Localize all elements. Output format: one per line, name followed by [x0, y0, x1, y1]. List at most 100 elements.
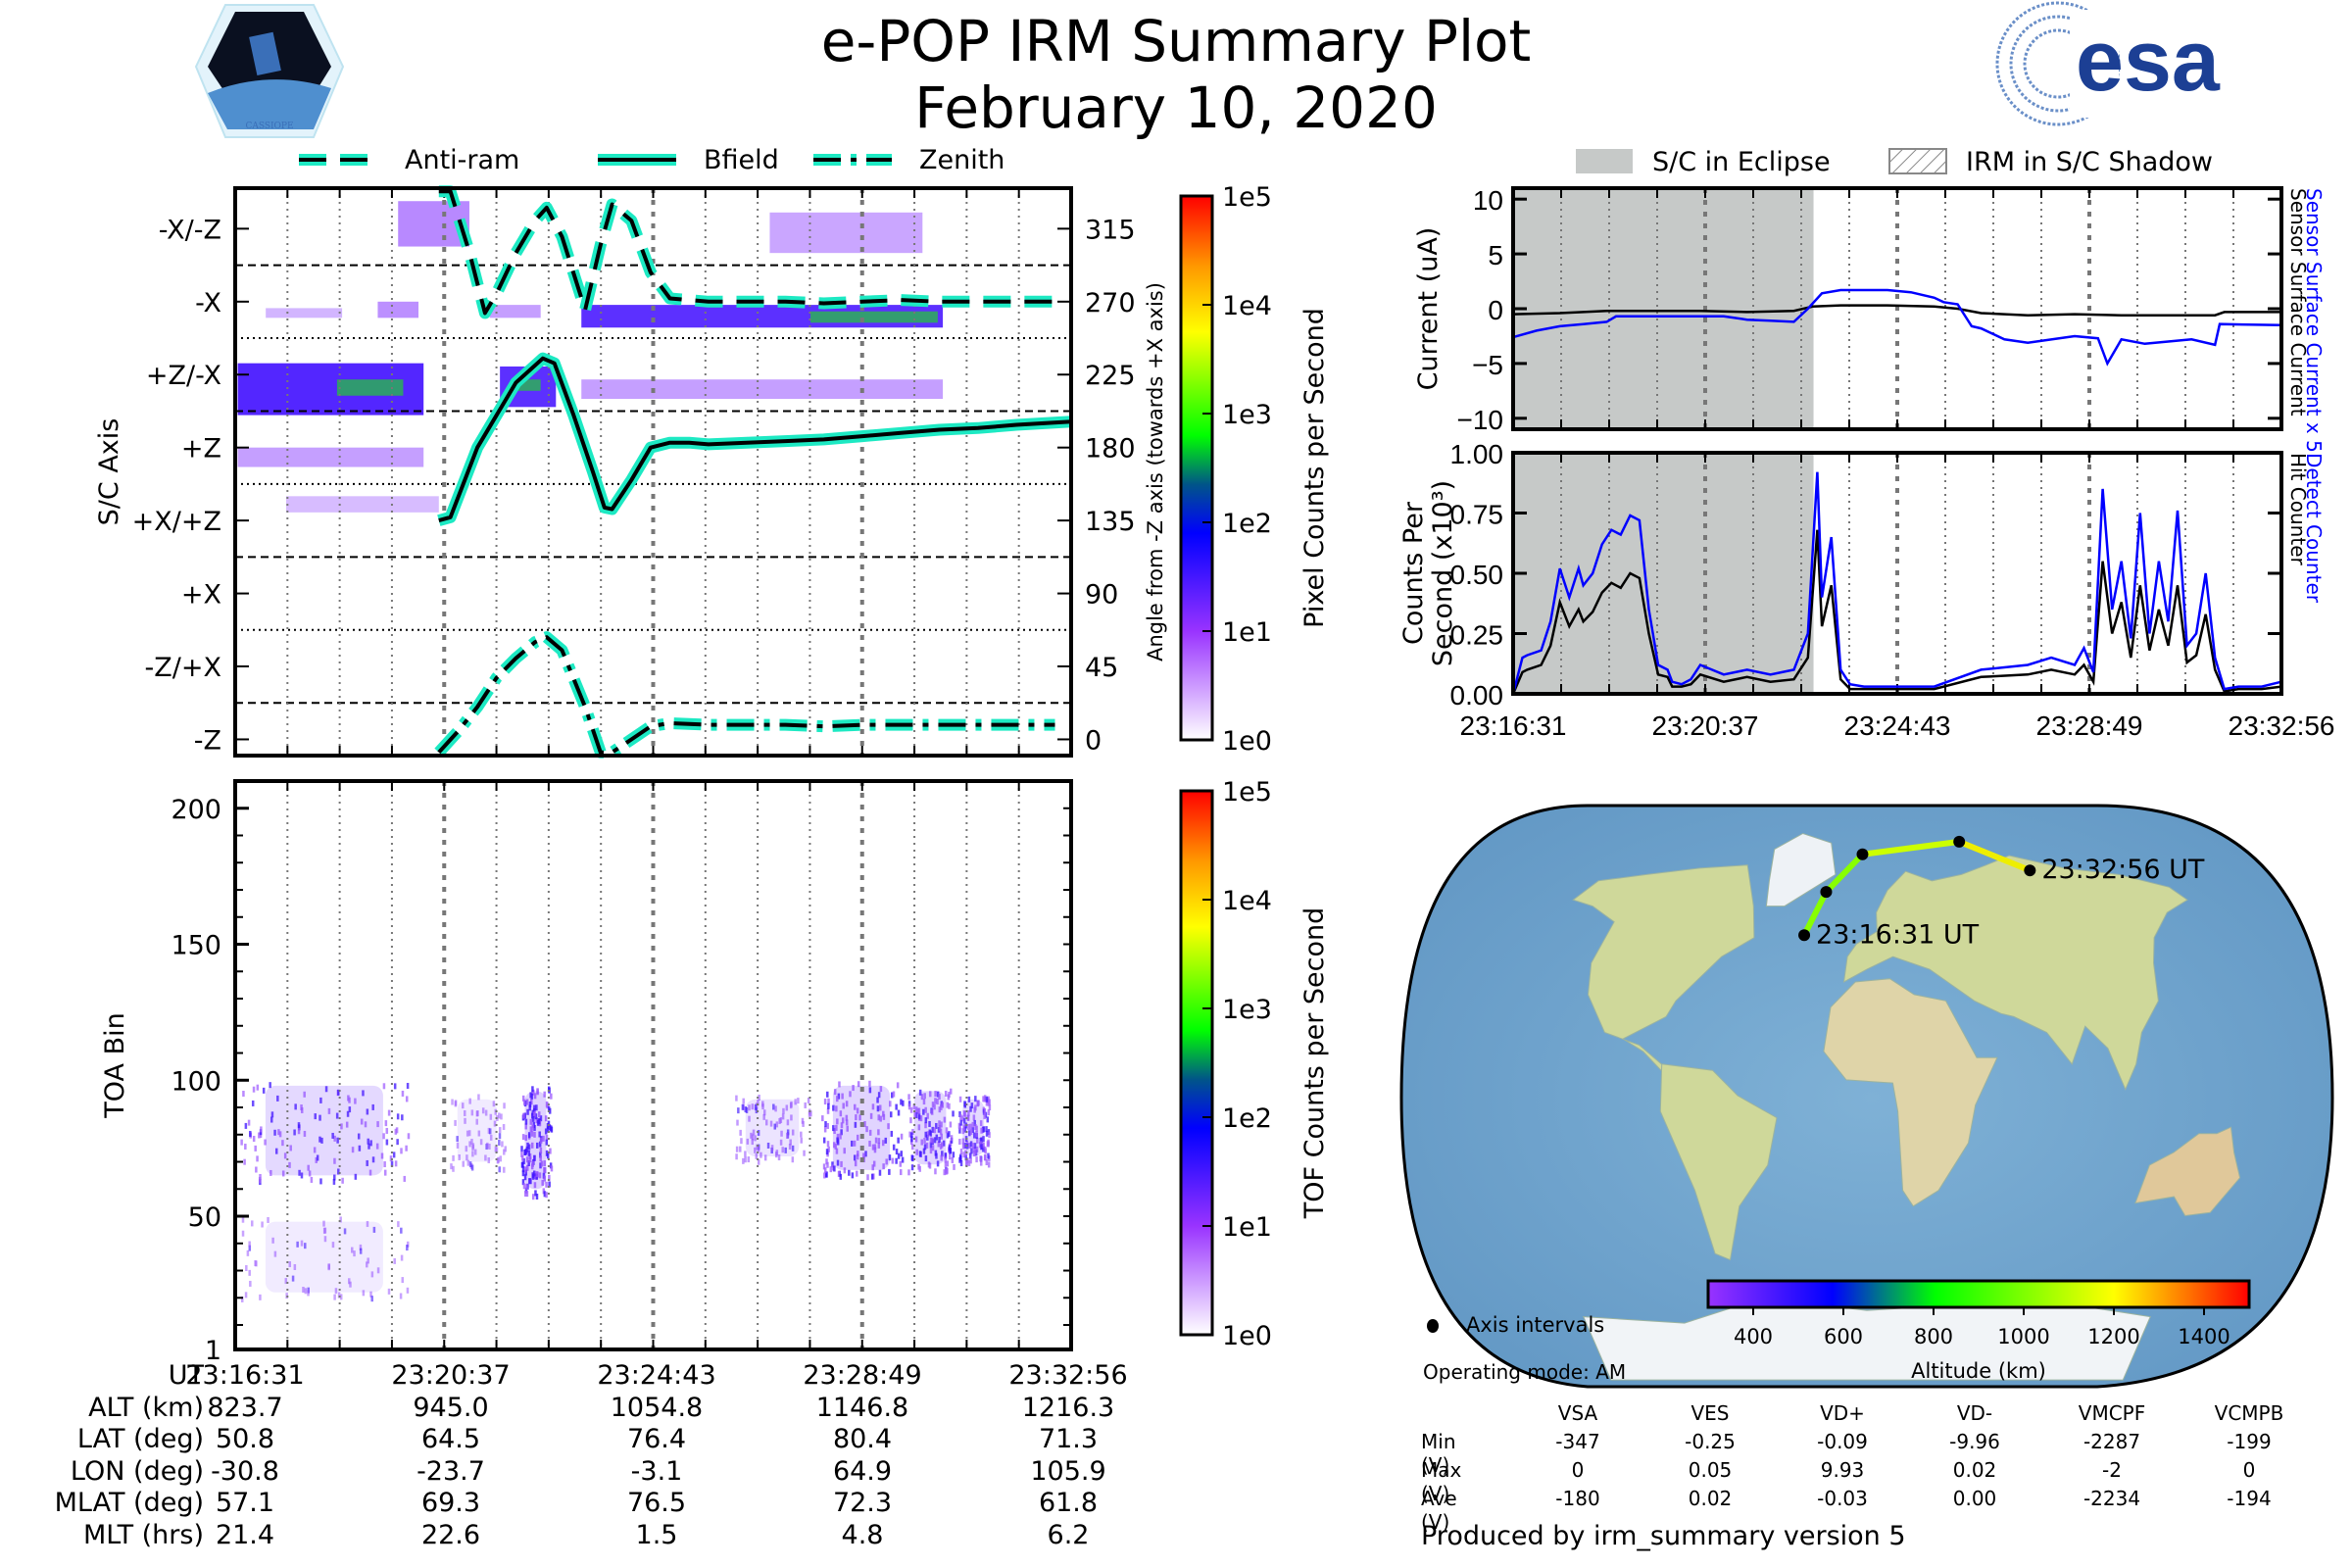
toa-pixel [893, 1145, 896, 1151]
heatmap-cell [377, 302, 418, 318]
toa-pixel [953, 1164, 956, 1170]
toa-pixel [824, 1099, 827, 1104]
toa-pixel [833, 1165, 836, 1171]
colorbar-gradient [1181, 196, 1212, 740]
toa-pixel [454, 1120, 457, 1126]
toa-density [914, 1091, 947, 1164]
toa-pixel [953, 1152, 956, 1157]
toa-pixel [902, 1157, 905, 1163]
toa-pixel [898, 1110, 901, 1116]
toa-pixel [900, 1169, 903, 1175]
toa-pixel [946, 1168, 949, 1174]
colorbar-tick-label: 1e3 [1222, 995, 1272, 1025]
toa-pixel [803, 1151, 806, 1156]
toa-pixel [400, 1294, 403, 1299]
colorbar-tick-label: 1e5 [1222, 777, 1272, 808]
toa-pixel [551, 1165, 554, 1171]
sc-axis-plot: -X/-Z 315-X 270+Z/-X 225+Z 180+X/+Z 135+X 90-Z… [94, 188, 1167, 756]
ephemeris-column: 23:32:56 1216.3 71.3 105.9 61.8 6.2 [970, 1360, 1166, 1551]
toa-pixel [521, 1162, 524, 1168]
curve-zenith [439, 637, 1055, 753]
colorbar-tick-label: 1e1 [1222, 617, 1272, 648]
ephemeris-cell: 4.8 [764, 1520, 960, 1552]
toa-pixel [452, 1155, 455, 1161]
toa-pixel [986, 1097, 989, 1102]
toa-pixel [952, 1157, 955, 1163]
toa-pixel [888, 1169, 891, 1175]
toa-pixel [498, 1112, 501, 1118]
toa-pixel [975, 1156, 978, 1162]
toa-pixel [958, 1139, 961, 1145]
toa-pixel [895, 1158, 898, 1164]
toa-density [266, 1086, 383, 1176]
x-tick-label: 23:20:37 [1652, 710, 1759, 741]
orbit-interval-marker [1857, 849, 1869, 860]
voltage-cell: -199 [2190, 1430, 2308, 1453]
toa-pixel [945, 1091, 948, 1097]
toa-pixel [744, 1151, 747, 1156]
voltage-cell: -347 [1519, 1430, 1637, 1453]
toa-pixel [856, 1171, 858, 1177]
toa-pixel [824, 1121, 827, 1127]
toa-pixel [950, 1089, 953, 1095]
y-tick-label-right: 45 [1085, 653, 1118, 683]
toa-pixel [550, 1125, 553, 1131]
ephemeris-cell: 105.9 [970, 1456, 1166, 1489]
eclipse-shading [1513, 188, 1814, 429]
heatmap-hot-cell [810, 312, 938, 323]
toa-pixel [244, 1144, 247, 1150]
toa-pixel [986, 1159, 989, 1165]
orbit-interval-marker [1798, 929, 1810, 941]
voltage-cell: -9.96 [1916, 1430, 2034, 1453]
toa-pixel [950, 1121, 953, 1127]
ephemeris-cell: 23:32:56 [970, 1360, 1166, 1393]
toa-pixel [948, 1131, 951, 1137]
colorbar-tick-label: 1e0 [1222, 1321, 1272, 1351]
toa-pixel [404, 1176, 407, 1182]
orbit-interval-marker [1820, 886, 1832, 898]
toa-pixel [406, 1245, 409, 1250]
toa-pixel [947, 1160, 950, 1166]
y-axis-label: Second (x10³) [1428, 480, 1458, 666]
toa-pixel [255, 1260, 258, 1266]
toa-pixel [245, 1123, 248, 1129]
toa-pixel [827, 1141, 830, 1147]
toa-pixel [386, 1128, 389, 1134]
toa-pixel [522, 1113, 525, 1119]
y-tick-label-right: 90 [1085, 580, 1118, 611]
y-tick-label-right: 180 [1085, 434, 1136, 465]
voltage-cell: -2234 [2053, 1487, 2171, 1510]
y-tick-label: −10 [1457, 405, 1504, 435]
toa-pixel [524, 1191, 527, 1197]
legend-label: S/C in Eclipse [1652, 147, 1831, 177]
toa-pixel [988, 1161, 991, 1167]
toa-density [962, 1100, 984, 1156]
colorbar-tick-label: 1e5 [1222, 182, 1272, 213]
toa-pixel [333, 1295, 336, 1300]
voltage-column-header: VCMPB [2190, 1401, 2308, 1425]
toa-pixel [852, 1172, 855, 1178]
toa-density [458, 1100, 497, 1162]
toa-pixel [739, 1147, 742, 1152]
ephemeris-cell: 6.2 [970, 1520, 1166, 1552]
toa-pixel [893, 1092, 896, 1098]
toa-pixel [243, 1159, 246, 1165]
toa-pixel [744, 1156, 747, 1162]
shadow-swatch [1889, 149, 1946, 173]
ephemeris-cell: 23:16:31 [147, 1360, 343, 1393]
toa-pixel [471, 1165, 474, 1171]
toa-density [833, 1086, 890, 1170]
y-tick-label-right: 315 [1085, 215, 1136, 245]
toa-pixel [242, 1231, 245, 1237]
voltage-column-header: VSA [1519, 1401, 1637, 1425]
toa-pixel [948, 1103, 951, 1109]
pixel-counts-colorbar: 1e01e11e21e31e41e5Pixel Counts per Secon… [1181, 182, 1330, 757]
colorbar-gradient [1181, 791, 1212, 1335]
curve-outline-zenith [439, 637, 1055, 753]
toa-pixel [951, 1135, 954, 1141]
colorbar-tick-label: 1e3 [1222, 400, 1272, 430]
toa-pixel [910, 1136, 913, 1142]
toa-pixel [959, 1114, 962, 1120]
toa-pixel [897, 1138, 900, 1144]
toa-pixel [979, 1155, 982, 1161]
